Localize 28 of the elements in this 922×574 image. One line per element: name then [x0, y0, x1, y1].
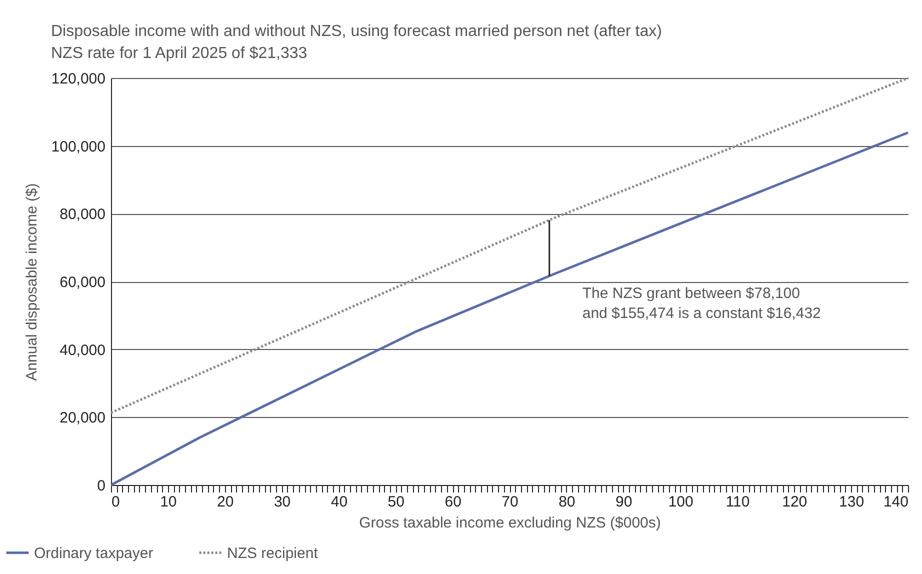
- x-tick-label: 120: [782, 494, 808, 510]
- legend-label: Ordinary taxpayer: [34, 544, 154, 562]
- y-tick-label: 0: [97, 478, 106, 494]
- x-tick-label: 140: [883, 494, 908, 510]
- x-tick-label: 110: [726, 494, 750, 510]
- legend-label: NZS recipient: [227, 544, 319, 562]
- y-tick-label: 120,000: [51, 70, 106, 88]
- x-tick-label: 100: [668, 494, 694, 510]
- x-tick-label: 30: [274, 494, 291, 510]
- annotation: The NZS grant between $78,100 and $155,474 is a constant $16,432: [582, 285, 821, 322]
- x-tick-label: 90: [616, 494, 632, 510]
- x-tick-label: 70: [502, 494, 518, 510]
- y-tick-label: 40,000: [60, 342, 106, 359]
- x-tick-label: 130: [839, 494, 864, 510]
- x-tick-label: 10: [160, 494, 177, 510]
- y-tick-label: 20,000: [60, 410, 106, 427]
- y-tick-label: 60,000: [60, 274, 106, 291]
- x-tick-label: 40: [330, 494, 348, 510]
- x-tick-label: 60: [444, 494, 462, 510]
- y-tick-label: 80,000: [60, 206, 106, 224]
- y-tick-label: 100,000: [51, 138, 106, 156]
- y-axis-title: Annual disposable income ($): [23, 183, 40, 381]
- x-tick-label: 80: [558, 494, 576, 510]
- x-tick-label: 50: [388, 494, 404, 510]
- x-tick-label: 0: [112, 494, 120, 510]
- x-tick-label: 20: [217, 494, 234, 510]
- x-axis-title: Gross taxable income excluding NZS ($000s): [359, 514, 661, 532]
- chart-title: Disposable income with and without NZS, using forecast married person net (after tax) NZS rate for 1 April 2025 of $21,333: [51, 23, 662, 62]
